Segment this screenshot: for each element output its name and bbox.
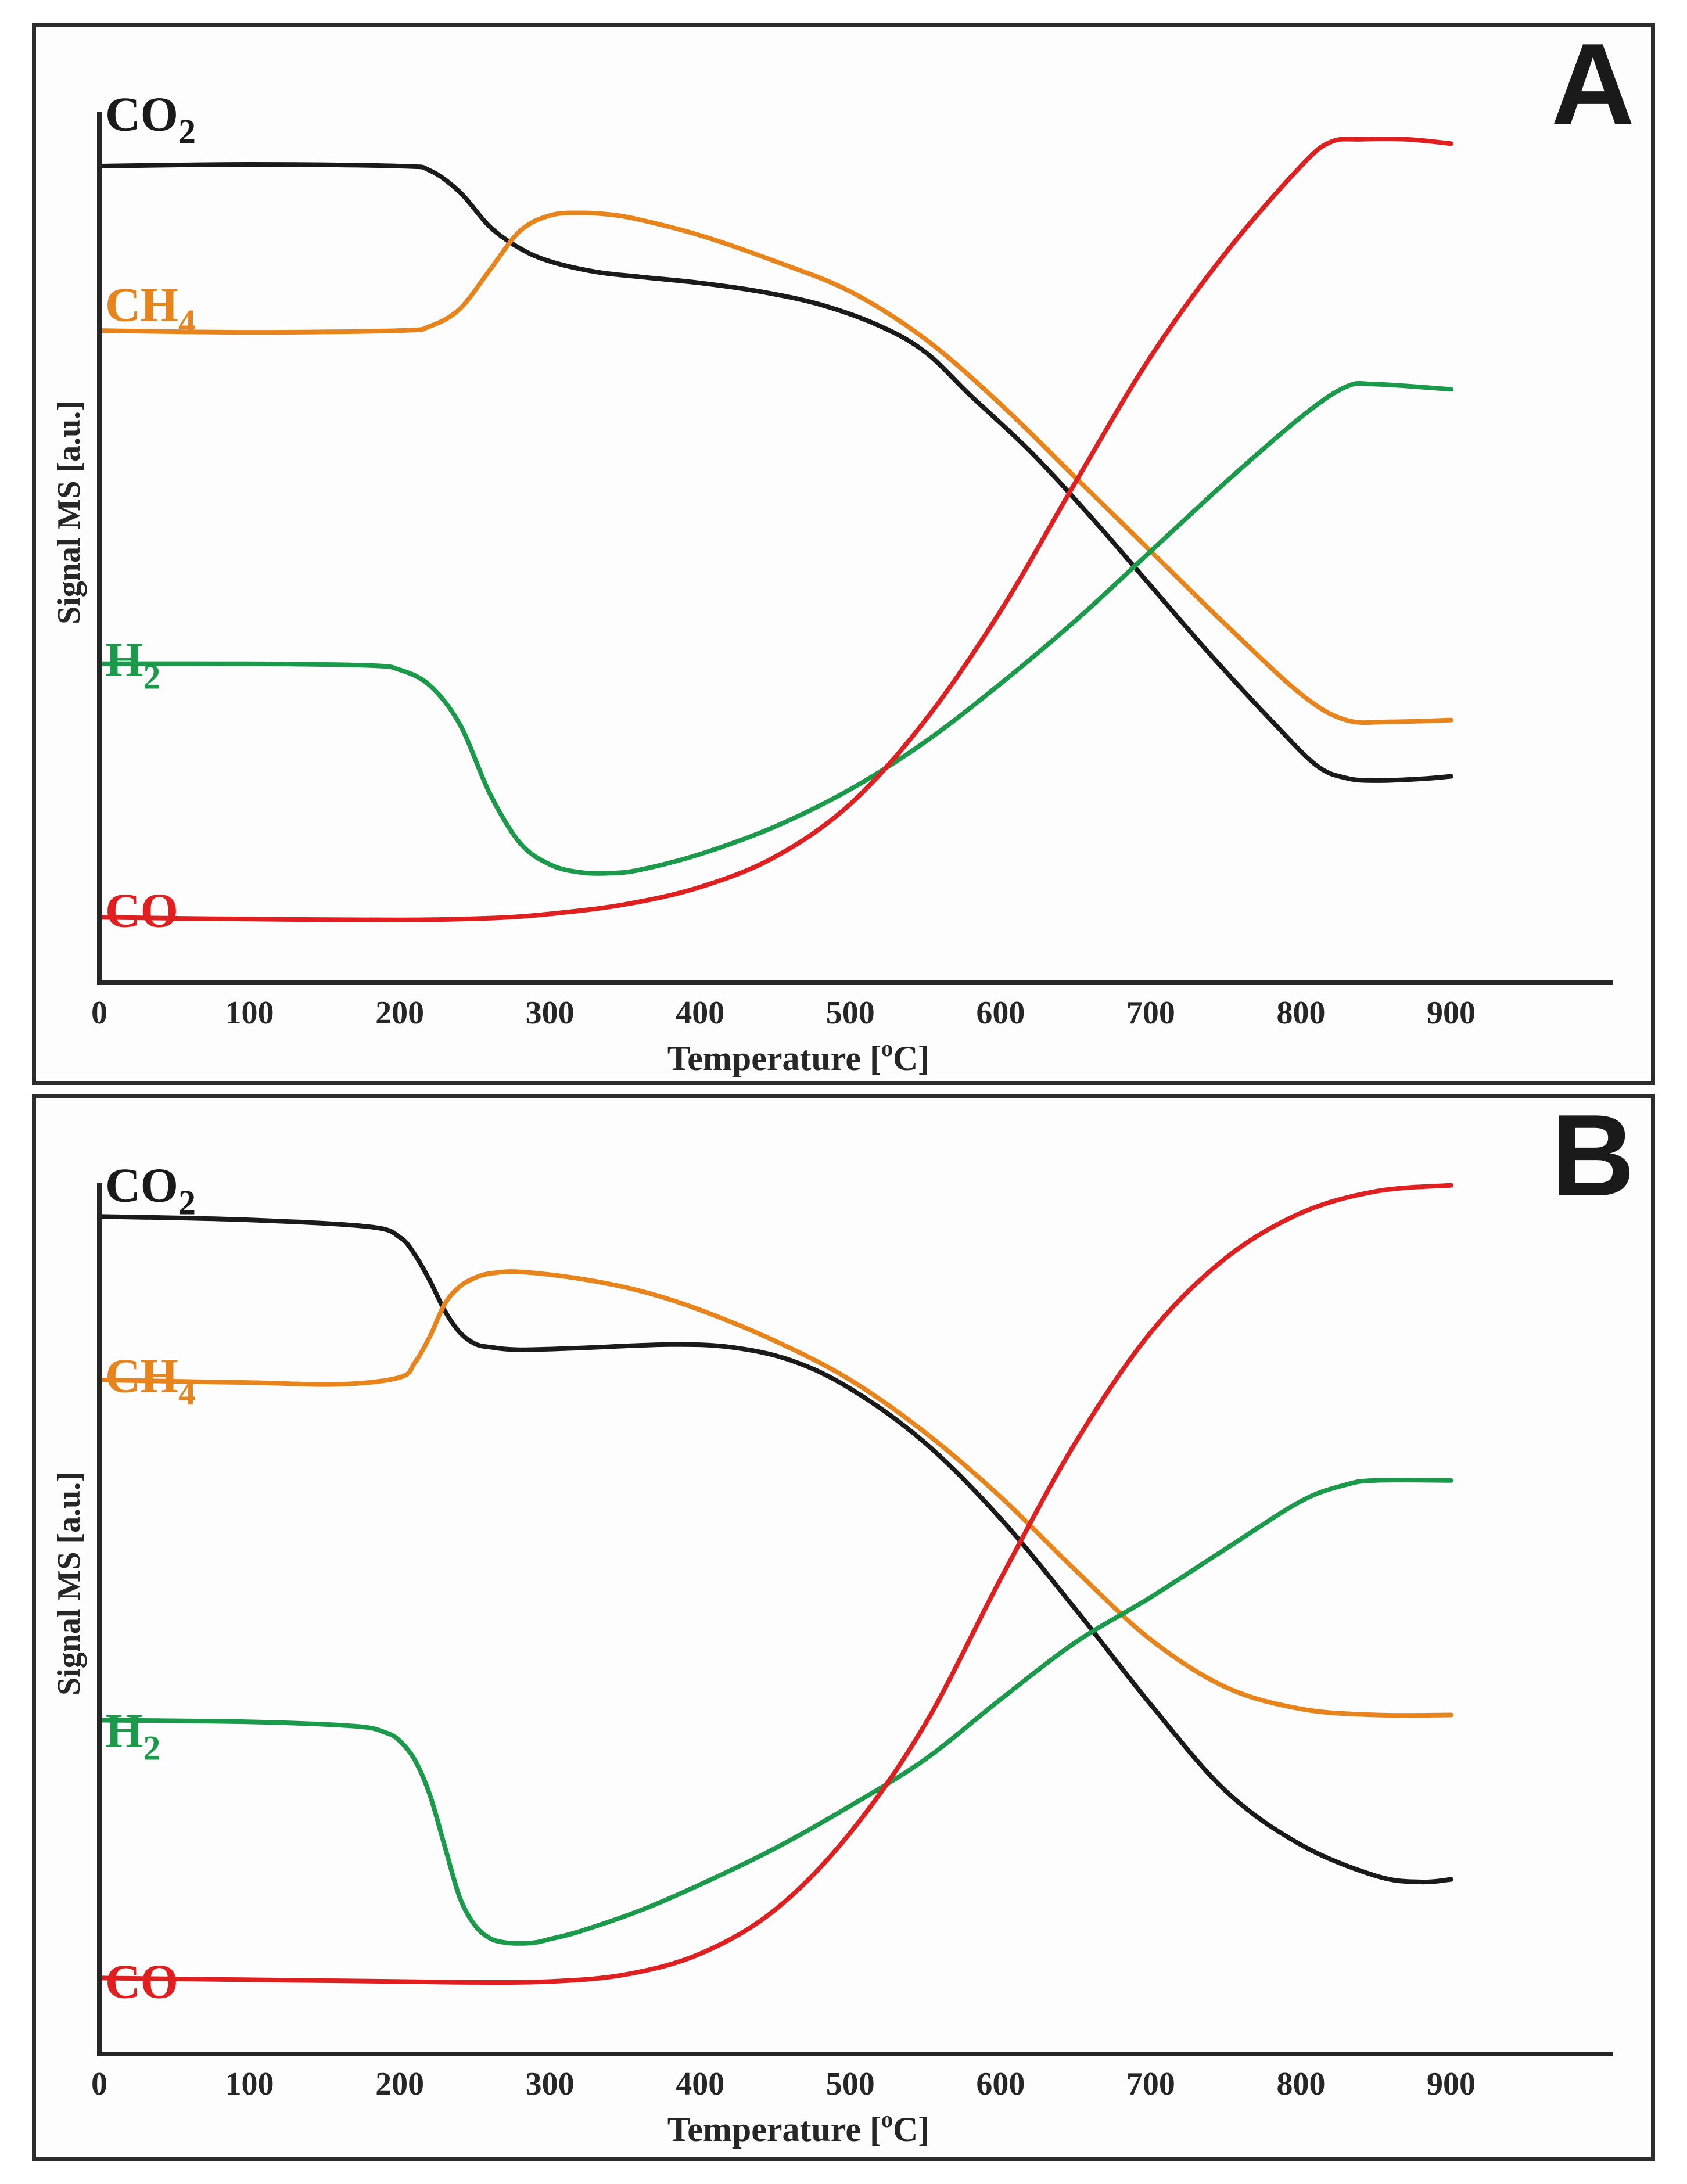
y-axis-label: Signal MS [a.u.]: [51, 400, 87, 624]
series-line-co: [97, 1183, 1453, 1985]
chart-a-svg: CO2 CH4 H2 CO 0 100 200 300 400 500 600 700 800 900 T…: [51, 27, 1635, 1077]
series-line-h2: [97, 1478, 1453, 1946]
series-label-co: CO: [105, 883, 178, 937]
x-tick-label: 100: [225, 2066, 274, 2102]
x-tick-label: 500: [826, 995, 875, 1031]
series-line-co: [97, 136, 1453, 922]
panel-b: CO2 CH4 H2 CO 0 100 200 300 400 500 600 700 800 900 T…: [32, 1094, 1655, 2161]
series-label-co2: CO2: [105, 1159, 196, 1222]
series-label-co2: CO2: [105, 88, 196, 151]
x-tick-label: 300: [526, 995, 575, 1031]
chart-b-svg: CO2 CH4 H2 CO 0 100 200 300 400 500 600 700 800 900 T…: [51, 1098, 1635, 2149]
x-tick-label: 0: [91, 2066, 107, 2102]
series-line-ch4: [97, 1269, 1453, 1718]
series-line-h2: [97, 380, 1453, 876]
x-tick-label: 600: [976, 995, 1025, 1031]
x-tick-label: 900: [1427, 2066, 1476, 2102]
x-tick-label: 800: [1276, 995, 1325, 1031]
series-line-co2: [97, 162, 1453, 783]
panel-a: CO2 CH4 H2 CO 0 100 200 300 400 500 600 700 800 900 T…: [32, 23, 1655, 1085]
series-line-co2: [97, 1214, 1453, 1885]
x-tick-label: 800: [1276, 2066, 1325, 2102]
x-axis-label: Temperature [oC]: [667, 1035, 930, 1077]
series-label-h2: H2: [105, 1704, 160, 1767]
series-label-h2: H2: [105, 633, 160, 696]
x-tick-label: 0: [91, 995, 107, 1031]
series-line-ch4: [97, 210, 1453, 725]
x-tick-label: 600: [976, 2066, 1025, 2102]
series-label-ch4: CH4: [105, 1349, 196, 1412]
x-tick-label: 200: [375, 995, 424, 1031]
x-tick-label: 300: [526, 2066, 575, 2102]
x-tick-label: 400: [676, 2066, 724, 2102]
series-label-co: CO: [105, 1955, 178, 2009]
x-tick-label: 100: [225, 995, 274, 1031]
x-axis-label: Temperature [oC]: [667, 2106, 930, 2149]
x-tick-label: 400: [676, 995, 724, 1031]
x-tick-label: 700: [1126, 2066, 1175, 2102]
x-tick-label: 700: [1126, 995, 1175, 1031]
panel-letter-a: A: [1551, 27, 1635, 149]
panel-letter-b: B: [1551, 1098, 1635, 1220]
x-tick-label: 900: [1427, 995, 1476, 1031]
y-axis-label: Signal MS [a.u.]: [51, 1471, 87, 1696]
series-label-ch4: CH4: [105, 278, 196, 341]
x-tick-label: 200: [375, 2066, 424, 2102]
x-tick-label: 500: [826, 2066, 875, 2102]
